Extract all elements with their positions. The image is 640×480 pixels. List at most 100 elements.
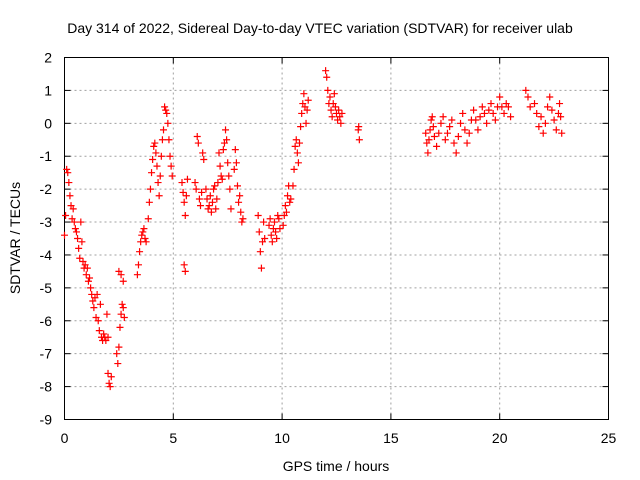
data-point (66, 192, 74, 200)
data-point (82, 271, 90, 279)
data-point (105, 379, 113, 387)
data-point (119, 304, 127, 312)
data-point (233, 182, 241, 190)
data-point (531, 100, 539, 108)
data-point (448, 116, 456, 124)
data-point (216, 162, 224, 170)
data-point (470, 106, 478, 114)
data-point (223, 136, 231, 144)
y-tick-label: 0 (44, 115, 52, 131)
data-point (274, 211, 282, 219)
data-point (289, 182, 297, 190)
data-point (212, 205, 220, 213)
data-point (165, 136, 173, 144)
data-point (276, 225, 284, 233)
data-point (179, 188, 187, 196)
x-tick-label: 15 (383, 430, 399, 446)
data-point (145, 198, 153, 206)
data-point (226, 185, 234, 193)
data-point (463, 139, 471, 147)
data-point (558, 129, 566, 137)
data-point (95, 327, 103, 335)
x-tick-labels: 0 5 10 15 20 25 (61, 430, 617, 446)
data-point (236, 192, 244, 200)
data-point (303, 106, 311, 114)
data-point (74, 235, 82, 242)
data-point (107, 373, 115, 381)
data-point (480, 109, 488, 117)
x-tick-label: 5 (169, 430, 177, 446)
data-point (181, 211, 189, 219)
data-point (326, 93, 334, 101)
data-point (260, 218, 268, 226)
data-point (292, 136, 300, 144)
data-point (275, 215, 283, 223)
data-point (232, 159, 240, 167)
data-series-sdtvar (61, 67, 566, 391)
data-point (483, 119, 491, 127)
data-point (155, 192, 163, 200)
data-point (134, 261, 142, 269)
data-point (146, 185, 154, 193)
y-axis-label: SDTVAR / TECUs (7, 182, 23, 294)
data-point (198, 188, 206, 196)
data-point (239, 215, 247, 223)
data-point (304, 96, 312, 104)
data-point (293, 149, 301, 157)
data-point (427, 116, 435, 124)
data-point (268, 238, 276, 246)
data-point (152, 149, 160, 157)
data-point (153, 162, 161, 170)
data-point (157, 152, 165, 160)
data-point (498, 103, 506, 111)
data-point (205, 202, 213, 210)
data-point (454, 132, 462, 140)
data-point (83, 264, 91, 272)
data-point (337, 119, 345, 127)
data-point (550, 116, 558, 124)
data-point (290, 165, 298, 173)
y-tick-label: -5 (40, 280, 53, 296)
data-point (197, 202, 204, 210)
data-point (195, 195, 203, 203)
data-point (86, 274, 94, 282)
data-point (117, 310, 125, 318)
data-point (446, 123, 454, 131)
data-point (224, 159, 232, 167)
data-point (355, 123, 363, 131)
data-point (217, 172, 225, 180)
data-point (120, 313, 128, 321)
data-point (61, 231, 68, 239)
data-point (215, 149, 223, 157)
data-point (202, 185, 210, 193)
data-point (429, 123, 437, 131)
data-point (443, 129, 451, 137)
data-point (199, 149, 207, 157)
data-point (181, 267, 189, 275)
data-point (230, 165, 238, 173)
data-point (424, 149, 432, 157)
data-point (452, 149, 460, 157)
data-point (507, 113, 515, 121)
data-point (437, 119, 445, 127)
data-point (94, 317, 102, 325)
data-point (500, 109, 508, 117)
x-tick-label: 10 (274, 430, 290, 446)
data-point (140, 225, 148, 233)
data-point (287, 195, 295, 203)
data-point (524, 93, 532, 101)
data-point (100, 330, 108, 338)
y-tick-label: 1 (44, 82, 52, 98)
data-point (474, 126, 482, 134)
data-point (284, 192, 292, 200)
data-point (156, 172, 164, 180)
data-point (491, 116, 499, 124)
data-point (254, 211, 262, 219)
data-point (64, 169, 72, 177)
data-point (487, 100, 495, 108)
data-point (193, 132, 201, 140)
data-point (114, 360, 122, 368)
data-point (279, 221, 287, 229)
data-point (168, 172, 176, 180)
y-tick-label: -9 (40, 412, 53, 428)
